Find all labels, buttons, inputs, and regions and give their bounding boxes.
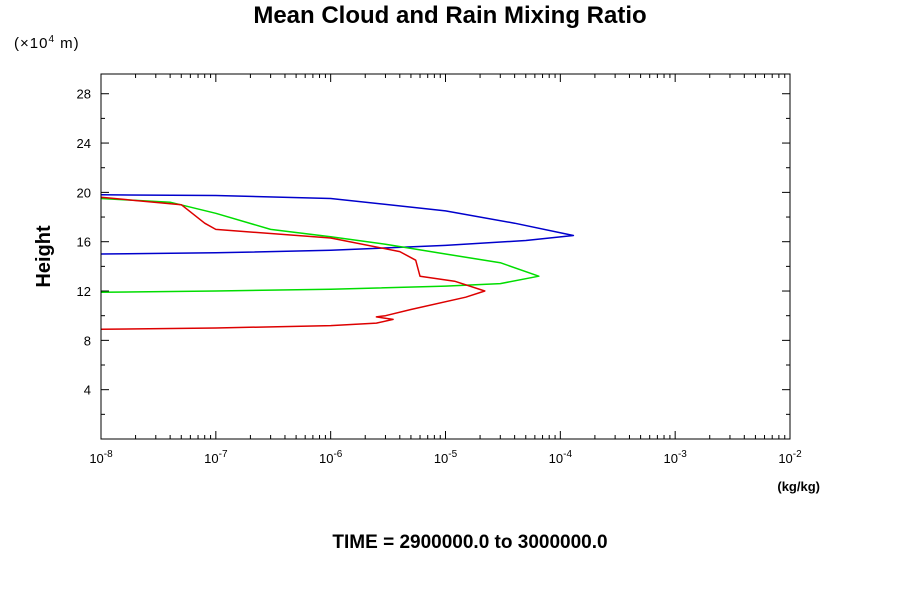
y-tick-label: 20 bbox=[77, 185, 91, 200]
plot-frame bbox=[100, 73, 791, 440]
y-tick-label: 24 bbox=[77, 136, 91, 151]
series-line-2 bbox=[100, 197, 540, 294]
x-axis-label: (kg/kg) bbox=[777, 479, 820, 494]
x-tick-label: 10-8 bbox=[89, 449, 113, 466]
x-tick-label: 10-2 bbox=[778, 449, 802, 466]
series-line-3 bbox=[100, 196, 486, 331]
y-tick-label: 28 bbox=[77, 87, 91, 102]
tick-labels: 10-8 10-7 10-6 10-5 10-4 10-3 10-2 4 8 12 16 20 24 28 bbox=[77, 87, 803, 466]
y-tick-label: 16 bbox=[77, 235, 91, 250]
y-tick-label: 12 bbox=[77, 284, 91, 299]
y-unit-exponent: 4 bbox=[48, 34, 56, 45]
x-tick-label: 10-6 bbox=[319, 449, 343, 466]
chart-title: Mean Cloud and Rain Mixing Ratio bbox=[253, 2, 647, 29]
x-tick-label: 10-7 bbox=[204, 449, 228, 466]
y-tick-label: 4 bbox=[84, 383, 91, 398]
axis-ticks bbox=[100, 74, 791, 439]
y-tick-label: 8 bbox=[84, 333, 91, 348]
y-unit-prefix: (×10 bbox=[14, 35, 49, 52]
time-range-label: TIME = 2900000.0 to 3000000.0 bbox=[332, 532, 608, 553]
y-axis-label: Height bbox=[33, 225, 55, 288]
x-tick-label: 10-3 bbox=[663, 449, 687, 466]
x-tick-label: 10-4 bbox=[549, 449, 573, 466]
y-unit-suffix: m) bbox=[55, 35, 80, 52]
x-tick-label: 10-5 bbox=[434, 449, 458, 466]
series-line-1 bbox=[100, 194, 575, 255]
y-unit-label: (×104 m) bbox=[14, 34, 80, 52]
series-group bbox=[100, 194, 575, 331]
